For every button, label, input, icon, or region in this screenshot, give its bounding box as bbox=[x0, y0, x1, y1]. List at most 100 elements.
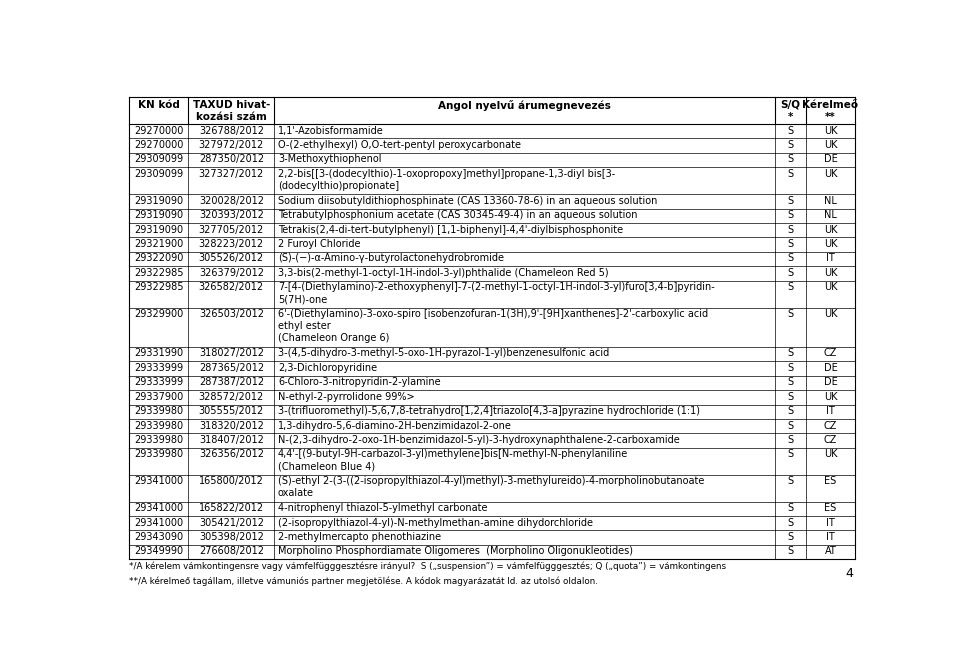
Text: 4,4'-[(9-butyl-9H-carbazol-3-yl)methylene]bis[N-methyl-N-phenylaniline
(Chameleo: 4,4'-[(9-butyl-9H-carbazol-3-yl)methylen… bbox=[277, 450, 628, 472]
Text: S: S bbox=[787, 503, 794, 513]
Text: 29337900: 29337900 bbox=[134, 392, 183, 402]
Text: UK: UK bbox=[824, 309, 837, 319]
Text: Kérelmeő
**: Kérelmeő ** bbox=[803, 99, 858, 122]
Text: Angol nyelvű árumegnevezés: Angol nyelvű árumegnevezés bbox=[438, 99, 612, 111]
Text: 3,3-bis(2-methyl-1-octyl-1H-indol-3-yl)phthalide (Chameleon Red 5): 3,3-bis(2-methyl-1-octyl-1H-indol-3-yl)p… bbox=[277, 268, 609, 278]
Text: 305398/2012: 305398/2012 bbox=[199, 532, 264, 542]
Text: S: S bbox=[787, 435, 794, 445]
Text: 318407/2012: 318407/2012 bbox=[199, 435, 264, 445]
Text: 29309099: 29309099 bbox=[134, 155, 183, 165]
Text: 29341000: 29341000 bbox=[134, 476, 183, 487]
Text: Sodium diisobutyldithiophosphinate (CAS 13360-78-6) in an aqueous solution: Sodium diisobutyldithiophosphinate (CAS … bbox=[277, 196, 658, 206]
Text: 326356/2012: 326356/2012 bbox=[199, 450, 264, 460]
Text: 6-Chloro-3-nitropyridin-2-ylamine: 6-Chloro-3-nitropyridin-2-ylamine bbox=[277, 377, 441, 387]
Text: UK: UK bbox=[824, 169, 837, 179]
Text: 29329900: 29329900 bbox=[134, 309, 183, 319]
Bar bbox=[129, 362, 855, 376]
Bar bbox=[129, 223, 855, 237]
Text: 320393/2012: 320393/2012 bbox=[199, 210, 264, 220]
Text: 3-(trifluoromethyl)-5,6,7,8-tetrahydro[1,2,4]triazolo[4,3-a]pyrazine hydrochlori: 3-(trifluoromethyl)-5,6,7,8-tetrahydro[1… bbox=[277, 406, 700, 416]
Text: 4-nitrophenyl thiazol-5-ylmethyl carbonate: 4-nitrophenyl thiazol-5-ylmethyl carbona… bbox=[277, 503, 488, 513]
Text: S: S bbox=[787, 224, 794, 235]
Text: 318320/2012: 318320/2012 bbox=[199, 421, 264, 431]
Text: NL: NL bbox=[824, 210, 837, 220]
Text: 29309099: 29309099 bbox=[134, 169, 183, 179]
Bar bbox=[129, 281, 855, 308]
Bar bbox=[129, 167, 855, 194]
Text: S: S bbox=[787, 155, 794, 165]
Text: (2-isopropylthiazol-4-yl)-N-methylmethan-amine dihydorchloride: (2-isopropylthiazol-4-yl)-N-methylmethan… bbox=[277, 517, 593, 528]
Text: Tetrakis(2,4-di-tert-butylphenyl) [1,1-biphenyl]-4,4'-diylbisphosphonite: Tetrakis(2,4-di-tert-butylphenyl) [1,1-b… bbox=[277, 224, 623, 235]
Text: 29349990: 29349990 bbox=[134, 546, 183, 556]
Bar bbox=[129, 252, 855, 266]
Text: 29270000: 29270000 bbox=[134, 126, 183, 136]
Text: 326503/2012: 326503/2012 bbox=[199, 309, 264, 319]
Text: UK: UK bbox=[824, 450, 837, 460]
Bar bbox=[129, 376, 855, 390]
Text: (S)-ethyl 2-(3-((2-isopropylthiazol-4-yl)methyl)-3-methylureido)-4-morpholinobut: (S)-ethyl 2-(3-((2-isopropylthiazol-4-yl… bbox=[277, 476, 705, 498]
Text: CZ: CZ bbox=[824, 421, 837, 431]
Text: */A kérelem vámkontingensre vagy vámfelfügggesztésre irányul?  S („suspension”) : */A kérelem vámkontingensre vagy vámfelf… bbox=[129, 562, 726, 571]
Text: S: S bbox=[787, 392, 794, 402]
Text: 29322090: 29322090 bbox=[134, 253, 183, 263]
Text: 276608/2012: 276608/2012 bbox=[199, 546, 264, 556]
Text: UK: UK bbox=[824, 282, 837, 292]
Text: 327327/2012: 327327/2012 bbox=[199, 169, 264, 179]
Bar bbox=[129, 474, 855, 501]
Bar bbox=[129, 545, 855, 559]
Bar bbox=[129, 448, 855, 474]
Text: 29341000: 29341000 bbox=[134, 517, 183, 528]
Text: 29339980: 29339980 bbox=[134, 435, 183, 445]
Bar bbox=[129, 97, 855, 124]
Text: 29322985: 29322985 bbox=[134, 268, 183, 278]
Text: 1,3-dihydro-5,6-diamino-2H-benzimidazol-2-one: 1,3-dihydro-5,6-diamino-2H-benzimidazol-… bbox=[277, 421, 512, 431]
Text: 29319090: 29319090 bbox=[134, 210, 183, 220]
Text: 287350/2012: 287350/2012 bbox=[199, 155, 264, 165]
Text: 29321900: 29321900 bbox=[134, 239, 183, 249]
Text: S: S bbox=[787, 421, 794, 431]
Bar bbox=[129, 208, 855, 223]
Text: 287387/2012: 287387/2012 bbox=[199, 377, 264, 387]
Text: DE: DE bbox=[824, 155, 837, 165]
Text: ES: ES bbox=[825, 476, 836, 487]
Bar bbox=[129, 347, 855, 362]
Text: Tetrabutylphosphonium acetate (CAS 30345-49-4) in an aqueous solution: Tetrabutylphosphonium acetate (CAS 30345… bbox=[277, 210, 637, 220]
Bar bbox=[129, 405, 855, 419]
Text: UK: UK bbox=[824, 239, 837, 249]
Text: Morpholino Phosphordiamate Oligomeres  (Morpholino Oligonukleotides): Morpholino Phosphordiamate Oligomeres (M… bbox=[277, 546, 633, 556]
Text: KN kód: KN kód bbox=[138, 99, 180, 110]
Text: 165822/2012: 165822/2012 bbox=[199, 503, 264, 513]
Text: S: S bbox=[787, 532, 794, 542]
Text: 326582/2012: 326582/2012 bbox=[199, 282, 264, 292]
Text: 3-(4,5-dihydro-3-methyl-5-oxo-1H-pyrazol-1-yl)benzenesulfonic acid: 3-(4,5-dihydro-3-methyl-5-oxo-1H-pyrazol… bbox=[277, 348, 610, 358]
Bar bbox=[129, 138, 855, 153]
Text: 305555/2012: 305555/2012 bbox=[199, 406, 264, 416]
Text: 2 Furoyl Chloride: 2 Furoyl Chloride bbox=[277, 239, 360, 249]
Text: UK: UK bbox=[824, 224, 837, 235]
Text: 29322985: 29322985 bbox=[134, 282, 183, 292]
Text: ES: ES bbox=[825, 503, 836, 513]
Text: N-ethyl-2-pyrrolidone 99%>: N-ethyl-2-pyrrolidone 99%> bbox=[277, 392, 415, 402]
Text: 29270000: 29270000 bbox=[134, 140, 183, 150]
Text: 327705/2012: 327705/2012 bbox=[199, 224, 264, 235]
Bar bbox=[129, 194, 855, 208]
Text: 326379/2012: 326379/2012 bbox=[199, 268, 264, 278]
Text: CZ: CZ bbox=[824, 348, 837, 358]
Text: 7-[4-(Diethylamino)-2-ethoxyphenyl]-7-(2-methyl-1-octyl-1H-indol-3-yl)furo[3,4-b: 7-[4-(Diethylamino)-2-ethoxyphenyl]-7-(2… bbox=[277, 282, 714, 304]
Text: S: S bbox=[787, 140, 794, 150]
Text: 4: 4 bbox=[845, 567, 852, 580]
Text: DE: DE bbox=[824, 363, 837, 373]
Text: N-(2,3-dihydro-2-oxo-1H-benzimidazol-5-yl)-3-hydroxynaphthalene-2-carboxamide: N-(2,3-dihydro-2-oxo-1H-benzimidazol-5-y… bbox=[277, 435, 680, 445]
Text: S: S bbox=[787, 239, 794, 249]
Text: S: S bbox=[787, 309, 794, 319]
Text: 29343090: 29343090 bbox=[134, 532, 183, 542]
Text: 2,3-Dichloropyridine: 2,3-Dichloropyridine bbox=[277, 363, 377, 373]
Text: 287365/2012: 287365/2012 bbox=[199, 363, 264, 373]
Text: S: S bbox=[787, 210, 794, 220]
Bar bbox=[129, 390, 855, 405]
Text: 326788/2012: 326788/2012 bbox=[199, 126, 264, 136]
Bar bbox=[129, 516, 855, 530]
Text: 29319090: 29319090 bbox=[134, 196, 183, 206]
Text: S: S bbox=[787, 406, 794, 416]
Text: S: S bbox=[787, 517, 794, 528]
